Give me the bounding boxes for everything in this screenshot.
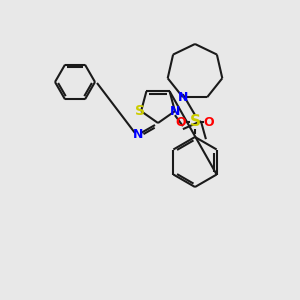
Text: O: O [204,116,214,128]
Text: N: N [178,91,188,104]
Text: O: O [176,116,186,128]
Text: S: S [190,115,200,130]
Text: N: N [133,128,143,142]
Text: N: N [170,105,180,118]
Text: S: S [135,104,145,118]
